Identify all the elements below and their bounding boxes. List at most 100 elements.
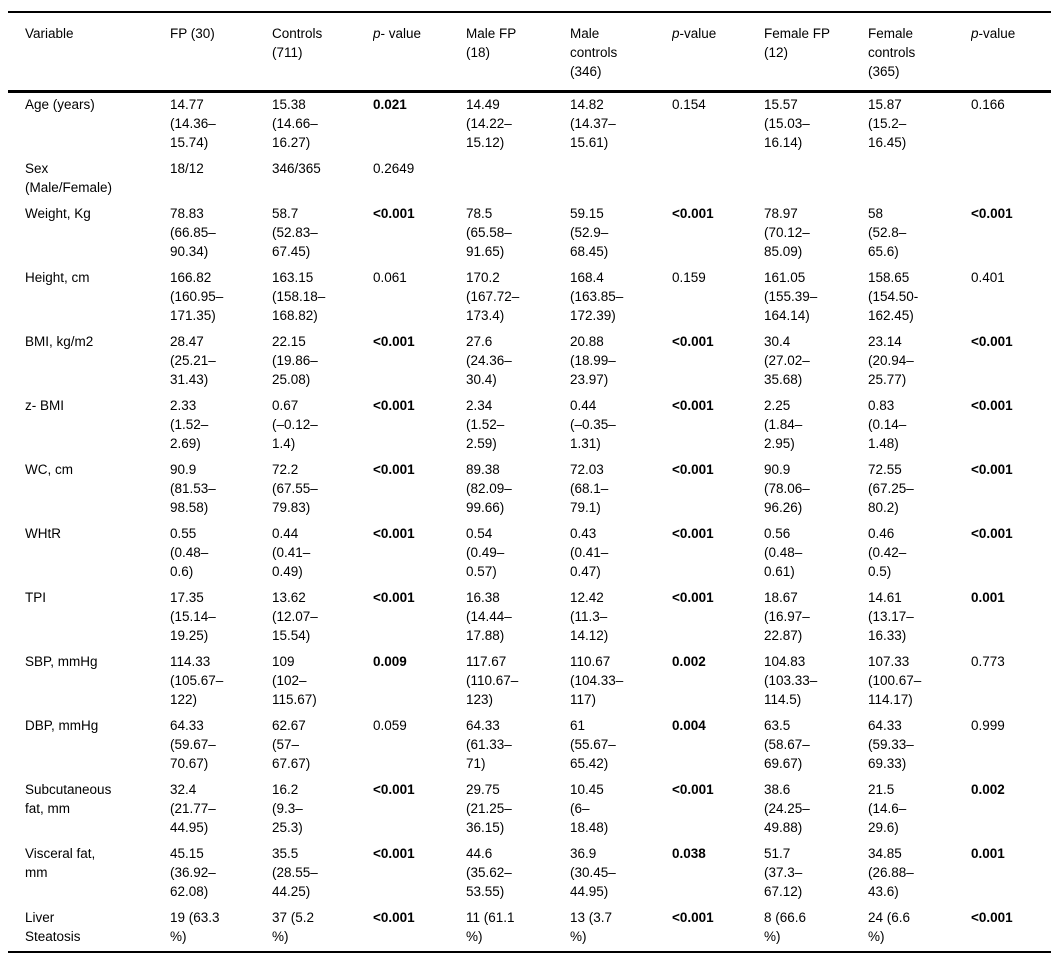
value-cell: 0.999	[971, 718, 1005, 733]
table-body: Age (years) 14.77 (14.36– 15.74) 15.38 (14…	[8, 92, 1051, 953]
value-cell: <0.001	[672, 398, 714, 413]
value-cell: <0.001	[672, 462, 714, 477]
value-cell: 28.47 (25.21– 31.43)	[170, 334, 216, 387]
table-row: Liver Steatosis 19 (63.3 %) 37 (5.2 %) <0.0…	[8, 906, 1051, 952]
value-cell: 11 (61.1 %)	[466, 910, 515, 944]
value-cell: 170.2 (167.72– 173.4)	[466, 270, 520, 323]
table-header: Variable FP (30) Controls (711) p- value Mal…	[8, 12, 1051, 93]
value-cell: 163.15 (158.18– 168.82)	[272, 270, 326, 323]
value-cell: 104.83 (103.33– 114.5)	[764, 654, 818, 707]
value-cell: 36.9 (30.45– 44.95)	[570, 846, 616, 899]
value-cell: 0.67 (–0.12– 1.4)	[272, 398, 318, 451]
table-header-row: Variable FP (30) Controls (711) p- value Mal…	[8, 12, 1051, 93]
value-cell: 14.77 (14.36– 15.74)	[170, 97, 216, 150]
value-cell: 89.38 (82.09– 99.66)	[466, 462, 512, 515]
value-cell: 14.61 (13.17– 16.33)	[868, 590, 914, 643]
variable-cell: SBP, mmHg	[25, 654, 98, 669]
value-cell: 64.33 (59.67– 70.67)	[170, 718, 216, 771]
value-cell: 2.25 (1.84– 2.95)	[764, 398, 803, 451]
value-cell: <0.001	[373, 398, 415, 413]
table-row: Sex (Male/Female) 18/12 346/365 0.2649	[8, 157, 1051, 202]
value-cell: 110.67 (104.33– 117)	[570, 654, 624, 707]
value-cell: <0.001	[373, 334, 415, 349]
value-cell: 2.34 (1.52– 2.59)	[466, 398, 505, 451]
value-cell: <0.001	[672, 206, 714, 221]
value-cell: 0.021	[373, 97, 407, 112]
value-cell: 18.67 (16.97– 22.87)	[764, 590, 810, 643]
value-cell: 0.038	[672, 846, 706, 861]
value-cell: <0.001	[672, 590, 714, 605]
value-cell: <0.001	[373, 206, 415, 221]
value-cell: 61 (55.67– 65.42)	[570, 718, 616, 771]
value-cell: 0.001	[971, 590, 1005, 605]
value-cell: 0.83 (0.14– 1.48)	[868, 398, 907, 451]
value-cell: 346/365	[272, 161, 321, 176]
value-cell: 0.44 (0.41– 0.49)	[272, 526, 311, 579]
value-cell: 22.15 (19.86– 25.08)	[272, 334, 318, 387]
variable-cell: z- BMI	[25, 398, 64, 413]
value-cell: 15.87 (15.2– 16.45)	[868, 97, 907, 150]
value-cell: 107.33 (100.67– 114.17)	[868, 654, 922, 707]
column-header-male-fp: Male FP (18)	[466, 12, 570, 93]
variable-cell: Sex (Male/Female)	[25, 161, 113, 195]
value-cell: <0.001	[672, 334, 714, 349]
table-row: Subcutaneous fat, mm 32.4 (21.77– 44.95) 1…	[8, 778, 1051, 842]
variable-cell: Height, cm	[25, 270, 90, 285]
value-cell: 168.4 (163.85– 172.39)	[570, 270, 624, 323]
value-cell: 62.67 (57– 67.67)	[272, 718, 311, 771]
baseline-characteristics-table: Variable FP (30) Controls (711) p- value Mal…	[8, 11, 1051, 953]
table-row: Age (years) 14.77 (14.36– 15.74) 15.38 (14…	[8, 92, 1051, 158]
value-cell: 13.62 (12.07– 15.54)	[272, 590, 318, 643]
variable-cell: WHtR	[25, 526, 61, 541]
variable-cell: Age (years)	[25, 97, 95, 112]
value-cell: 17.35 (15.14– 19.25)	[170, 590, 216, 643]
value-cell: 44.6 (35.62– 53.55)	[466, 846, 512, 899]
value-cell: 12.42 (11.3– 14.12)	[570, 590, 609, 643]
column-header-pvalue-female: p-value	[971, 12, 1051, 93]
italic-p: p	[971, 26, 979, 41]
value-cell: <0.001	[672, 782, 714, 797]
value-cell	[971, 157, 1051, 202]
value-cell: 14.82 (14.37– 15.61)	[570, 97, 616, 150]
value-cell: 18/12	[170, 161, 204, 176]
value-cell: 161.05 (155.39– 164.14)	[764, 270, 818, 323]
table-row: z- BMI 2.33 (1.52– 2.69) 0.67 (–0.12– 1.4)…	[8, 394, 1051, 458]
value-cell	[764, 157, 868, 202]
value-cell: 72.55 (67.25– 80.2)	[868, 462, 914, 515]
value-cell: 72.03 (68.1– 79.1)	[570, 462, 609, 515]
column-header-pvalue-male: p-value	[672, 12, 764, 93]
value-cell	[570, 157, 672, 202]
value-cell: 0.166	[971, 97, 1005, 112]
value-cell: <0.001	[672, 526, 714, 541]
value-cell: 37 (5.2 %)	[272, 910, 315, 944]
value-cell: 64.33 (61.33– 71)	[466, 718, 512, 771]
value-cell: <0.001	[971, 398, 1013, 413]
column-header-pvalue-overall: p- value	[373, 12, 466, 93]
value-cell: 15.57 (15.03– 16.14)	[764, 97, 810, 150]
value-cell: 51.7 (37.3– 67.12)	[764, 846, 803, 899]
value-cell: 114.33 (105.67– 122)	[170, 654, 224, 707]
value-cell: 45.15 (36.92– 62.08)	[170, 846, 216, 899]
value-cell: 0.154	[672, 97, 706, 112]
value-cell: 166.82 (160.95– 171.35)	[170, 270, 224, 323]
value-cell: 20.88 (18.99– 23.97)	[570, 334, 616, 387]
variable-cell: Liver Steatosis	[25, 910, 81, 944]
value-cell: <0.001	[373, 526, 415, 541]
table-row: Height, cm 166.82 (160.95– 171.35) 163.15 …	[8, 266, 1051, 330]
value-cell: 158.65 (154.50- 162.45)	[868, 270, 919, 323]
value-cell: 0.061	[373, 270, 407, 285]
variable-cell: WC, cm	[25, 462, 73, 477]
value-cell: <0.001	[373, 910, 415, 925]
value-cell: <0.001	[373, 782, 415, 797]
value-cell: 21.5 (14.6– 29.6)	[868, 782, 907, 835]
value-cell: 29.75 (21.25– 36.15)	[466, 782, 512, 835]
column-header-female-controls: Female controls (365)	[868, 12, 971, 93]
value-cell: 109 (102– 115.67)	[272, 654, 317, 707]
variable-cell: Visceral fat, mm	[25, 846, 96, 880]
value-cell: 63.5 (58.67– 69.67)	[764, 718, 810, 771]
value-cell: 0.001	[971, 846, 1005, 861]
value-cell: 0.54 (0.49– 0.57)	[466, 526, 505, 579]
column-header-controls: Controls (711)	[272, 12, 373, 93]
column-header-variable: Variable	[8, 12, 170, 93]
value-cell	[466, 157, 570, 202]
